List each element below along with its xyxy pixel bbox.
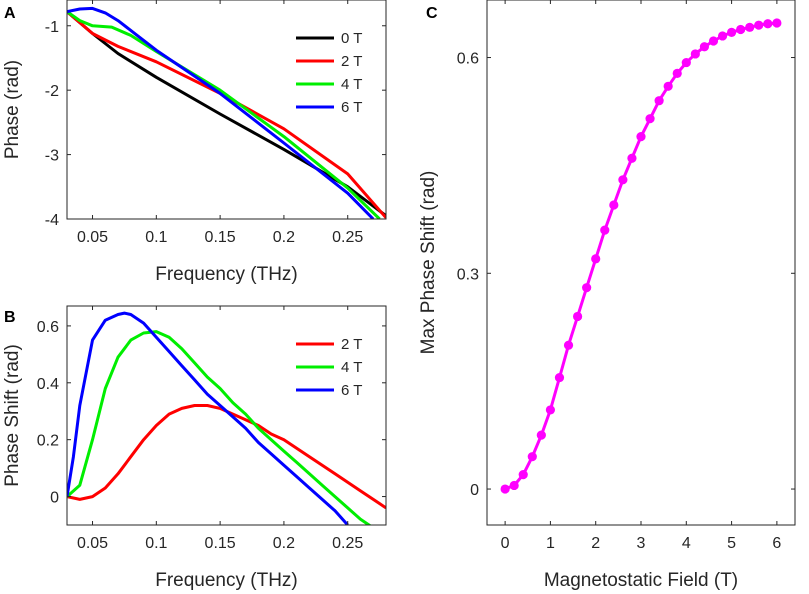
x-tick-label: 5 — [727, 535, 736, 552]
panel-label-c: C — [426, 5, 438, 22]
x-axis-label: Frequency (THz) — [155, 570, 298, 591]
data-point — [527, 452, 537, 462]
data-point — [690, 49, 700, 59]
panel-c: 0 1 2 3 4 5 6 0 0.3 0.6 Magnetostatic Field (T) Max… — [418, 0, 796, 591]
data-point — [591, 254, 601, 264]
series-line-4-t — [67, 10, 381, 219]
y-tick-label: -4 — [45, 212, 59, 229]
legend-label: 2 T — [341, 53, 362, 70]
x-axis-label: Frequency (THz) — [155, 264, 298, 285]
data-point — [736, 24, 746, 35]
data-point — [582, 283, 592, 293]
panel-a: 0.05 0.1 0.15 0.2 0.25 -4 -3 -2 -1 Frequency (THz… — [2, 0, 387, 285]
data-point — [717, 31, 728, 41]
x-tick-label: 0.2 — [273, 535, 295, 552]
series-line-6-t — [67, 311, 349, 525]
x-tick-label: 0 — [501, 535, 510, 552]
x-tick-label: 0.1 — [145, 229, 167, 246]
data-point — [681, 57, 691, 68]
y-tick-label: 0.2 — [37, 433, 59, 450]
data-point — [772, 18, 782, 28]
legend-label: 4 T — [341, 76, 362, 93]
x-tick-label: 0.15 — [205, 229, 236, 246]
x-tick-label: 0.05 — [77, 229, 108, 246]
panel-b: 0.05 0.1 0.15 0.2 0.25 0 0.2 0.4 0.6 Frequency (T… — [2, 305, 387, 591]
data-point — [745, 22, 755, 32]
y-tick-label: 0.4 — [37, 376, 59, 393]
x-tick-label: 0.05 — [77, 535, 108, 552]
data-point — [500, 484, 510, 494]
data-point — [708, 36, 719, 46]
legend-label: 0 T — [341, 30, 362, 47]
data-point — [518, 470, 528, 480]
panel-label-b: B — [4, 309, 16, 326]
data-point — [536, 430, 546, 440]
y-axis-label: Phase Shift (rad) — [2, 344, 23, 487]
legend-label: 2 T — [341, 336, 362, 353]
legend-label: 6 T — [341, 382, 362, 399]
x-tick-label: 4 — [682, 535, 691, 552]
axes-box — [66, 305, 387, 526]
data-point — [509, 480, 519, 491]
y-tick-label: -2 — [45, 83, 59, 100]
y-tick-label: 0 — [50, 490, 59, 507]
data-point — [754, 20, 764, 30]
y-axis-label: Max Phase Shift (rad) — [418, 171, 439, 355]
data-point — [699, 42, 710, 52]
y-tick-label: 0.3 — [457, 266, 479, 283]
y-axis-label: Phase (rad) — [2, 60, 23, 159]
y-tick-label: -3 — [45, 148, 59, 165]
y-tick-label: -1 — [45, 19, 59, 36]
data-point — [636, 132, 646, 142]
axes-box — [66, 0, 387, 220]
data-point — [563, 340, 574, 350]
series-line-6-t — [67, 6, 375, 219]
x-tick-label: 2 — [591, 535, 600, 552]
series-line-2-t — [67, 10, 386, 219]
data-point — [554, 372, 565, 383]
data-point — [663, 81, 673, 91]
axes-box — [486, 0, 796, 526]
data-point — [763, 19, 773, 29]
data-point — [609, 200, 619, 210]
data-point — [726, 27, 737, 37]
x-tick-label: 0.2 — [273, 229, 295, 246]
y-tick-label: 0.6 — [37, 319, 59, 336]
data-point — [600, 225, 610, 235]
data-point — [618, 175, 628, 185]
x-tick-label: 0.1 — [145, 535, 167, 552]
series-line-max-phase-shift — [504, 21, 778, 491]
legend-label: 4 T — [341, 359, 362, 376]
x-tick-label: 0.15 — [205, 535, 236, 552]
data-point — [654, 96, 664, 106]
data-point — [672, 68, 682, 78]
series-line-4-t — [67, 330, 372, 525]
data-point — [645, 114, 655, 124]
x-tick-label: 0.25 — [332, 229, 363, 246]
series-line-2-t — [67, 404, 386, 510]
x-axis-label: Magnetostatic Field (T) — [544, 570, 738, 591]
x-tick-label: 6 — [772, 535, 781, 552]
x-tick-label: 1 — [546, 535, 555, 552]
data-point — [572, 311, 583, 322]
data-point — [545, 405, 556, 415]
panel-label-a: A — [4, 5, 16, 22]
x-tick-label: 0.25 — [332, 535, 363, 552]
data-point — [627, 153, 637, 163]
y-tick-label: 0 — [470, 482, 479, 499]
x-tick-label: 3 — [637, 535, 646, 552]
y-tick-label: 0.6 — [457, 51, 479, 68]
legend-label: 6 T — [341, 99, 362, 116]
